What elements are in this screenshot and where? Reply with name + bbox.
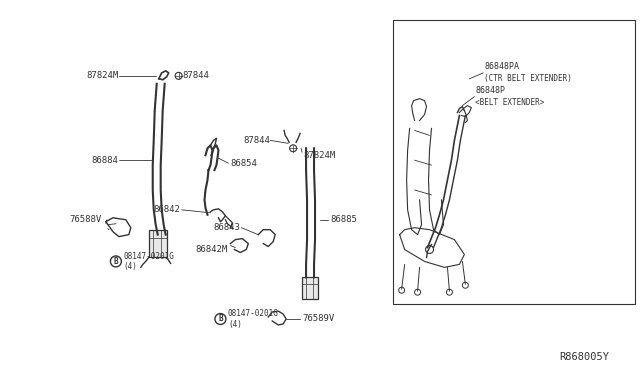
Text: 76588V: 76588V	[69, 215, 101, 224]
Bar	[148, 230, 166, 257]
Text: 08147-0201G
(4): 08147-0201G (4)	[228, 309, 279, 329]
Text: B: B	[113, 257, 118, 266]
Text: 87824M: 87824M	[86, 71, 119, 80]
Text: B: B	[218, 314, 223, 324]
Text: 86842: 86842	[154, 205, 180, 214]
Text: 87844: 87844	[182, 71, 209, 80]
Bar	[394, 20, 636, 304]
Text: (CTR BELT EXTENDER): (CTR BELT EXTENDER)	[484, 74, 572, 83]
Text: 86854: 86854	[230, 159, 257, 168]
Text: R868005Y: R868005Y	[559, 352, 609, 362]
Text: 76589V: 76589V	[302, 314, 334, 324]
Text: <BELT EXTENDER>: <BELT EXTENDER>	[476, 97, 545, 107]
Text: 86884: 86884	[91, 156, 118, 165]
Text: 86885: 86885	[330, 215, 357, 224]
Text: 08147-0201G
(4): 08147-0201G (4)	[124, 252, 174, 271]
Text: 87844: 87844	[243, 136, 270, 145]
Text: 87824M: 87824M	[303, 151, 335, 160]
Text: 86842M: 86842M	[196, 245, 228, 254]
Text: 86848PA: 86848PA	[484, 62, 519, 71]
Bar	[302, 277, 318, 299]
Text: 86843: 86843	[214, 223, 241, 232]
Text: 86848P: 86848P	[476, 86, 506, 95]
